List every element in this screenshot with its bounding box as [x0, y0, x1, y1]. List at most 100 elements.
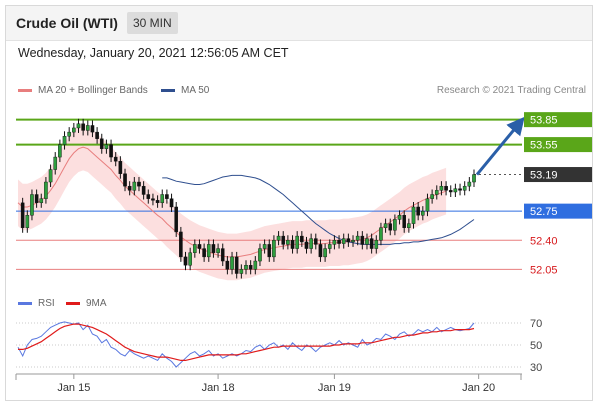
- ma50-line: [162, 174, 475, 245]
- candle: [360, 231, 365, 250]
- candle: [109, 139, 113, 163]
- candle-body: [216, 248, 220, 253]
- candle: [220, 243, 225, 267]
- candle-body: [90, 125, 95, 133]
- candle-body: [225, 260, 230, 270]
- candle-body: [127, 185, 132, 191]
- candle: [72, 122, 76, 138]
- candle-body: [462, 185, 467, 191]
- x-tick-Jan 15: Jan 15: [57, 382, 90, 394]
- candle: [332, 235, 337, 250]
- candle: [169, 193, 174, 212]
- candle-body: [425, 198, 430, 212]
- candle: [430, 189, 434, 204]
- candle-body: [383, 223, 388, 228]
- rsi-legend-rsi: RSI: [18, 298, 55, 309]
- candle-body: [169, 198, 174, 208]
- candle: [286, 235, 290, 250]
- candle-body: [202, 248, 206, 258]
- candle: [123, 168, 127, 192]
- candle-body: [206, 244, 211, 258]
- candle: [295, 231, 299, 254]
- candle: [448, 185, 453, 197]
- candle: [230, 251, 234, 275]
- ma20-legend-label: MA 20 + Bollinger Bands: [38, 85, 148, 96]
- candle: [355, 231, 360, 246]
- candle-body: [397, 215, 402, 220]
- candle-body: [30, 194, 34, 216]
- candle-body: [132, 181, 137, 191]
- level-label-bg-53.85: [524, 112, 592, 128]
- candle-body: [369, 238, 374, 249]
- candle-body: [179, 231, 183, 258]
- projection-arrow: [475, 116, 525, 176]
- candle-body: [374, 240, 379, 249]
- candle-body: [151, 198, 155, 201]
- candle: [379, 222, 383, 246]
- candle-body: [99, 138, 104, 149]
- level-label-bg-52.75: [524, 203, 592, 219]
- candle-body: [39, 198, 44, 204]
- candle: [188, 247, 192, 271]
- candle-body: [411, 206, 416, 224]
- candle: [407, 218, 411, 233]
- candle: [374, 235, 379, 254]
- candle-body: [160, 194, 165, 204]
- price-legend-ma20: MA 20 + Bollinger Bands: [18, 85, 148, 96]
- candle-body: [327, 244, 332, 249]
- candle: [193, 239, 197, 258]
- candle: [341, 233, 346, 249]
- candle: [44, 177, 48, 204]
- candle-body: [439, 185, 444, 191]
- candle-body: [448, 190, 453, 193]
- candle-body: [188, 252, 192, 266]
- candle-body: [332, 240, 337, 245]
- candle: [39, 193, 44, 208]
- candle-body: [146, 194, 151, 199]
- candle-body: [44, 181, 48, 199]
- widget-header: Crude Oil (WTI) 30 MIN: [6, 6, 592, 41]
- candle: [132, 177, 137, 196]
- candle: [393, 214, 397, 236]
- candle-body: [276, 235, 281, 241]
- time-axis: Jan 15 Jan 18 Jan 19 Jan 20: [15, 373, 522, 394]
- candle-body: [244, 265, 248, 270]
- candle-body: [174, 206, 179, 233]
- x-tick-Jan 20: Jan 20: [462, 382, 495, 394]
- candle-body: [76, 123, 81, 129]
- candle: [462, 181, 467, 196]
- candle: [244, 260, 248, 275]
- candle-body: [313, 238, 318, 245]
- candle: [165, 189, 169, 204]
- candle-body: [230, 256, 234, 270]
- candle: [48, 164, 53, 188]
- candle-body: [234, 256, 239, 274]
- candle: [369, 233, 374, 254]
- candle-body: [248, 265, 253, 270]
- candle-body: [197, 244, 202, 249]
- candle-body: [453, 188, 458, 193]
- instrument-title: Crude Oil (WTI): [16, 15, 118, 31]
- candle-body: [62, 136, 67, 145]
- candle-body: [72, 127, 76, 133]
- candle: [146, 189, 151, 204]
- candle: [267, 239, 272, 262]
- level-label-53.55: 53.55: [530, 140, 558, 152]
- level-label-52.40: 52.40: [530, 235, 558, 247]
- candle-body: [337, 240, 341, 244]
- level-label-bg-53.55: [524, 137, 592, 153]
- candle: [346, 233, 351, 247]
- candle: [58, 139, 62, 163]
- candle-body: [416, 206, 420, 216]
- candle-body: [323, 248, 327, 258]
- candle-body: [318, 244, 323, 258]
- candle-body: [272, 240, 276, 258]
- timeframe-badge[interactable]: 30 MIN: [127, 12, 178, 34]
- candle: [300, 231, 304, 247]
- rsi-plot: 30 50 70: [16, 318, 542, 374]
- rsi-tick-30: 30: [530, 362, 542, 374]
- candle: [216, 243, 220, 258]
- candle-body: [20, 202, 25, 228]
- candle-body: [300, 235, 304, 243]
